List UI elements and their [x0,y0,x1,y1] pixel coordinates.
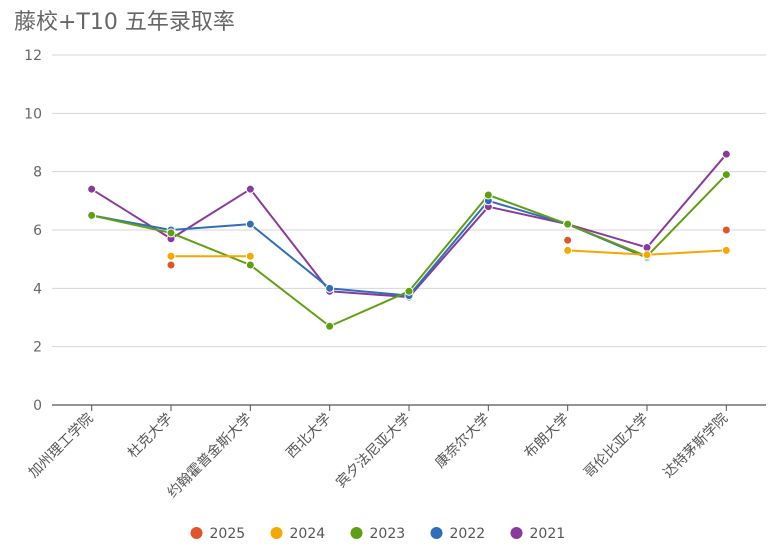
data-point-2023 [563,219,573,229]
data-point-2023 [245,260,255,270]
legend-item-2023: 2023 [350,526,406,542]
series-line-2021 [91,153,728,299]
y-tick-label: 12 [24,48,42,64]
legend-marker [350,527,363,539]
x-tick-label: 宾夕法尼亚大学 [333,411,414,492]
legend-item-2021: 2021 [510,526,566,542]
legend-label: 2023 [370,526,406,542]
data-point-2024 [721,245,731,255]
x-tick-label: 约翰霍普金斯大学 [165,411,256,502]
data-point-2023 [325,321,335,331]
data-point-2021 [721,149,731,159]
data-point-2025 [563,235,573,245]
legend-item-2024: 2024 [270,526,326,542]
data-point-2023 [404,286,414,296]
y-tick-label: 8 [33,165,42,181]
data-point-2025 [721,225,731,235]
x-tick-label: 达特茅斯学院 [660,411,731,482]
series-line-2022 [91,199,648,297]
data-point-2023 [721,170,731,180]
legend-marker [270,527,283,539]
legend-item-2025: 2025 [190,526,246,542]
legend-item-2022: 2022 [430,526,486,542]
legend-label: 2025 [210,526,246,542]
legend-label: 2021 [530,526,566,542]
x-tick-label: 加州理工学院 [26,411,97,482]
x-tick-label: 哥伦比亚大学 [581,411,652,482]
legend-marker [510,527,523,539]
data-point-2023 [87,210,97,220]
data-point-2021 [87,184,97,194]
x-tick-label: 康奈尔大学 [432,410,494,472]
legend-marker [190,527,203,539]
legend-label: 2024 [290,526,326,542]
y-tick-label: 0 [33,398,42,414]
data-point-2023 [166,228,176,238]
legend-label: 2022 [450,526,486,542]
x-tick-label: 布朗大学 [522,411,573,462]
data-point-2024 [563,245,573,255]
y-tick-label: 6 [33,223,42,239]
data-point-2024 [245,251,255,261]
data-point-2024 [166,251,176,261]
y-tick-label: 2 [33,340,42,356]
y-tick-label: 10 [24,106,42,122]
x-tick-label: 西北大学 [284,411,335,462]
data-point-2022 [325,283,335,293]
chart-title: 藤校+T10 五年录取率 [14,10,235,35]
data-point-2021 [245,184,255,194]
data-point-2024 [642,250,652,260]
data-point-2025 [166,260,176,270]
series-line-2023 [91,173,728,328]
legend-marker [430,527,443,539]
data-point-2023 [483,190,493,200]
y-tick-label: 4 [33,281,42,297]
x-tick-label: 杜克大学 [125,411,176,462]
data-point-2022 [245,219,255,229]
